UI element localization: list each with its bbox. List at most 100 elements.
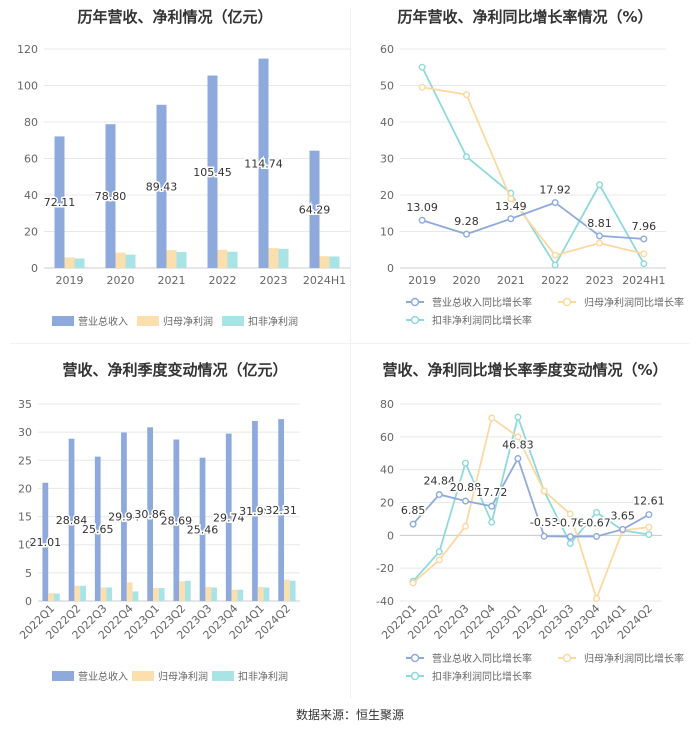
series-line-0 xyxy=(412,456,650,538)
legend-label: 归母净利润同比增长率 xyxy=(584,296,684,309)
legend-swatch xyxy=(212,671,234,681)
x-tick-label: 2021 xyxy=(497,274,525,287)
bar-2 xyxy=(80,585,86,601)
data-label: 17.72 xyxy=(476,486,508,499)
legend-swatch xyxy=(132,671,154,681)
point-2 xyxy=(462,153,470,161)
bar-1 xyxy=(153,588,159,601)
data-label: -0.67 xyxy=(582,516,610,529)
point-0 xyxy=(595,232,603,240)
data-label: 6.85 xyxy=(401,504,426,517)
data-label: 13.49 xyxy=(495,200,527,213)
quarterly-revenue-profit-panel: 营收、净利季度变动情况（亿元） 0 5 10 15 20 25 30 35 21.01 28.84… xyxy=(0,345,350,700)
bar-2 xyxy=(211,587,217,601)
bar-1 xyxy=(126,582,133,601)
legend-label: 归母净利润 xyxy=(163,315,213,328)
point-0 xyxy=(566,533,574,541)
y-tick-label: 0 xyxy=(31,262,38,275)
y-tick-label: -40 xyxy=(376,595,394,608)
point-2 xyxy=(435,548,443,556)
chart-title: 历年营收、净利同比增长率情况（%） xyxy=(397,8,653,26)
data-label: -0.76 xyxy=(556,517,584,530)
y-tick-label: 25 xyxy=(18,454,32,467)
data-label: 3.65 xyxy=(610,509,635,522)
data-label: 21.01 xyxy=(30,536,62,549)
bar-1 xyxy=(268,248,279,268)
point-1 xyxy=(595,239,603,247)
y-tick-label: 30 xyxy=(18,426,32,439)
y-tick-label: 20 xyxy=(18,482,32,495)
horizontal-divider xyxy=(10,343,690,344)
point-0 xyxy=(435,491,443,499)
point-2 xyxy=(592,508,600,516)
bar-2 xyxy=(263,587,270,601)
legend-label: 营业总收入同比增长率 xyxy=(432,652,532,665)
y-tick-label: 0 xyxy=(387,529,394,542)
point-2 xyxy=(461,459,469,467)
bar-0 xyxy=(207,75,218,269)
y-tick-label: 60 xyxy=(380,43,394,56)
bar-0 xyxy=(173,439,180,601)
annual-growth-panel: 历年营收、净利同比增长率情况（%） 0 10 20 30 40 50 60 13.09 9.28… xyxy=(350,0,700,345)
data-label: 12.61 xyxy=(633,495,665,508)
data-label: 9.28 xyxy=(454,215,479,228)
bar-2 xyxy=(237,589,244,601)
point-0 xyxy=(619,525,627,533)
data-label: 28.69 xyxy=(161,514,193,527)
bar-1 xyxy=(284,579,290,601)
point-2 xyxy=(640,260,648,268)
point-1 xyxy=(640,250,648,258)
y-tick-label: 10 xyxy=(380,226,394,239)
bar-2 xyxy=(278,248,289,268)
x-tick-label: 2024H1 xyxy=(622,274,665,287)
series-line-0 xyxy=(421,201,644,240)
point-2 xyxy=(566,540,574,548)
bar-1 xyxy=(217,249,228,268)
y-tick-label: 50 xyxy=(380,80,394,93)
y-tick-label: 15 xyxy=(18,511,32,524)
data-label: 64.29 xyxy=(299,203,331,216)
legend-label: 扣非净利润 xyxy=(238,670,288,683)
vertical-divider xyxy=(350,8,351,698)
bar-0 xyxy=(94,456,101,601)
point-2 xyxy=(514,413,522,421)
legend-label: 归母净利润同比增长率 xyxy=(584,652,684,665)
x-tick-label: 2021 xyxy=(158,274,186,287)
point-1 xyxy=(461,522,469,530)
data-label: 32.31 xyxy=(265,504,297,517)
chart-title: 营收、净利同比增长率季度变动情况（%） xyxy=(382,361,668,379)
point-2 xyxy=(488,518,496,526)
y-tick-label: 0 xyxy=(387,262,394,275)
bar-1 xyxy=(231,589,238,601)
point-0 xyxy=(488,502,496,510)
legend-swatch-marker xyxy=(410,653,420,663)
point-0 xyxy=(461,497,469,505)
point-1 xyxy=(418,83,426,91)
bar-1 xyxy=(257,586,264,601)
legend-label: 营业总收入 xyxy=(78,670,128,683)
point-0 xyxy=(551,199,559,207)
bar-2 xyxy=(125,254,136,268)
data-label: 29.94 xyxy=(108,511,140,524)
legend-label: 归母净利润 xyxy=(158,670,208,683)
bar-2 xyxy=(227,251,238,268)
x-tick-label: 2022 xyxy=(541,274,569,287)
quarterly-growth-panel: 营收、净利同比增长率季度变动情况（%） -40 -20 0 20 40 60 80 6.85 2… xyxy=(350,345,700,700)
point-0 xyxy=(514,454,522,462)
annual-growth-chart: 0 10 20 30 40 50 60 13.09 9.28 13.49 17.92 8.81 7.96… xyxy=(380,43,684,327)
point-1 xyxy=(462,91,470,99)
chart-title: 历年营收、净利情况（亿元） xyxy=(77,8,273,26)
point-0 xyxy=(462,230,470,238)
y-tick-label: 40 xyxy=(380,116,394,129)
point-1 xyxy=(507,195,515,203)
point-2 xyxy=(418,63,426,71)
point-1 xyxy=(540,487,548,495)
bar-1 xyxy=(166,250,177,268)
bar-1 xyxy=(48,593,54,601)
bar-0 xyxy=(278,419,285,601)
x-tick-label: 2019 xyxy=(408,274,436,287)
y-tick-label: 0 xyxy=(25,595,32,608)
y-tick-label: 40 xyxy=(24,189,38,202)
data-label: 29.74 xyxy=(213,511,245,524)
